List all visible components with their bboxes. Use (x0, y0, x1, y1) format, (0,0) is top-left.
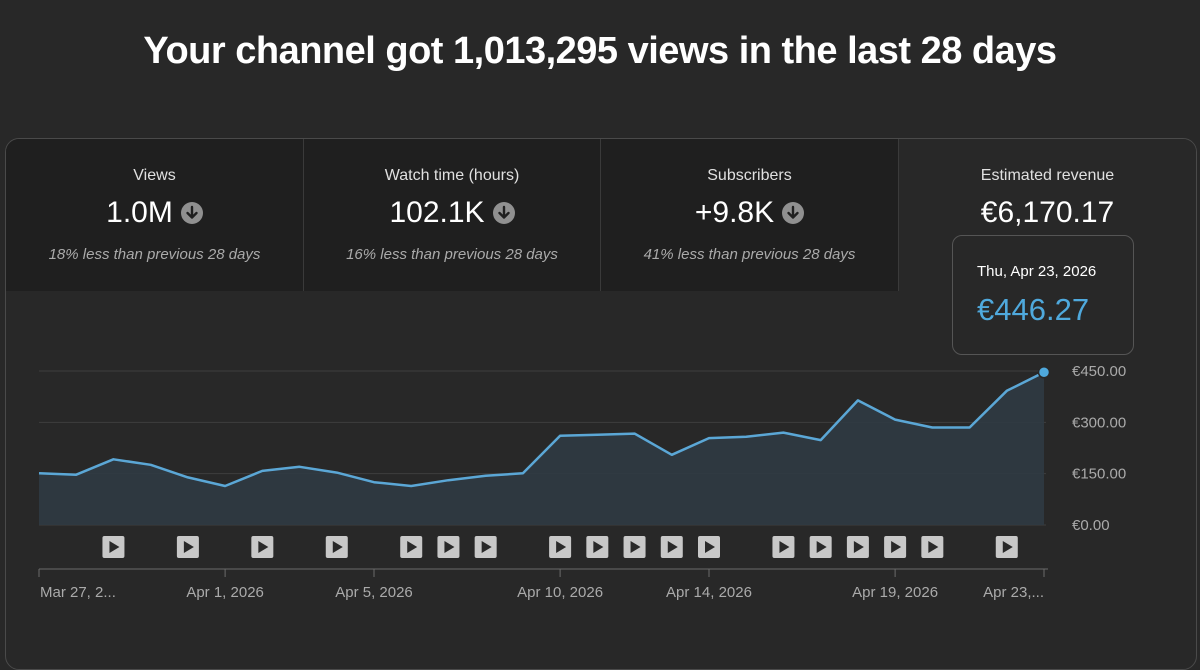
metric-value: +9.8K (601, 195, 898, 230)
x-tick-label: Apr 10, 2026 (517, 584, 603, 601)
y-tick-label: €450.00 (1072, 363, 1126, 380)
analytics-card: Views 1.0M 18% less than previous 28 day… (5, 138, 1197, 670)
metric-tabs: Views 1.0M 18% less than previous 28 day… (6, 139, 1196, 291)
x-axis: Mar 27, 2... Apr 1, 2026 Apr 5, 2026 Apr 10… (38, 568, 1048, 601)
highlight-point (1037, 366, 1051, 379)
play-icon[interactable] (251, 536, 274, 558)
tooltip-value: €446.27 (977, 292, 1090, 327)
x-tick-label: Apr 23,... (983, 584, 1044, 601)
y-tick-label: €150.00 (1072, 466, 1126, 483)
metric-value-text: +9.8K (694, 196, 775, 230)
play-icon[interactable] (102, 536, 125, 558)
y-tick-label: €0.00 (1072, 517, 1110, 534)
play-icon[interactable] (995, 536, 1018, 558)
play-icon[interactable] (474, 536, 497, 558)
metric-label: Subscribers (707, 167, 792, 184)
play-icon[interactable] (884, 536, 907, 558)
metric-value-text: 102.1K (389, 196, 485, 230)
tooltip-date: Thu, Apr 23, 2026 (977, 263, 1097, 280)
chart-line (38, 371, 1045, 488)
play-icon[interactable] (921, 536, 944, 558)
metric-value-text: €6,170.17 (980, 196, 1115, 230)
arrow-down-circle-icon (492, 202, 515, 225)
metric-tab-watch-time[interactable]: Watch time (hours) 102.1K 16% less than … (304, 139, 601, 291)
x-tick-label: Apr 14, 2026 (666, 584, 752, 601)
play-icon[interactable] (437, 536, 460, 558)
play-icon[interactable] (400, 536, 423, 558)
metric-label: Estimated revenue (980, 167, 1115, 184)
play-icon[interactable] (772, 536, 795, 558)
x-tick-label: Apr 5, 2026 (335, 584, 413, 601)
play-icon[interactable] (176, 536, 199, 558)
y-tick-label: €300.00 (1072, 414, 1126, 431)
metric-tab-subscribers[interactable]: Subscribers +9.8K 41% less than previous… (601, 139, 899, 291)
video-markers (102, 536, 1018, 558)
y-axis: €450.00 €300.00 €150.00 €0.00 (1072, 363, 1126, 534)
metric-tab-views[interactable]: Views 1.0M 18% less than previous 28 day… (6, 139, 304, 291)
play-icon[interactable] (549, 536, 572, 558)
play-icon[interactable] (325, 536, 348, 558)
x-tick-label: Apr 19, 2026 (852, 584, 938, 601)
play-icon[interactable] (623, 536, 646, 558)
metric-compare: 16% less than previous 28 days (346, 246, 558, 263)
arrow-down-circle-icon (180, 202, 203, 225)
metric-label: Watch time (hours) (384, 167, 520, 184)
metric-value: €6,170.17 (899, 195, 1196, 230)
chart-area (39, 372, 1044, 525)
x-tick-label: Apr 1, 2026 (186, 584, 264, 601)
metric-value: 1.0M (6, 195, 303, 230)
play-icon[interactable] (586, 536, 609, 558)
revenue-chart: Mar 27, 2... Apr 1, 2026 Apr 5, 2026 Apr 10… (38, 363, 1126, 601)
metric-compare: 18% less than previous 28 days (48, 246, 261, 263)
play-icon[interactable] (846, 536, 869, 558)
metric-label: Views (133, 167, 176, 184)
chart-highlight (1037, 366, 1051, 379)
chart-tooltip: Thu, Apr 23, 2026 €446.27 (952, 235, 1134, 355)
metric-value-text: 1.0M (106, 196, 173, 230)
page-title: Your channel got 1,013,295 views in the … (143, 30, 1057, 72)
metric-compare: 41% less than previous 28 days (643, 246, 856, 263)
play-icon[interactable] (698, 536, 720, 558)
arrow-down-circle-icon (782, 202, 805, 225)
play-icon[interactable] (809, 536, 832, 558)
play-icon[interactable] (660, 536, 683, 558)
metric-value: 102.1K (304, 195, 600, 230)
x-tick-label: Mar 27, 2... (40, 584, 116, 601)
